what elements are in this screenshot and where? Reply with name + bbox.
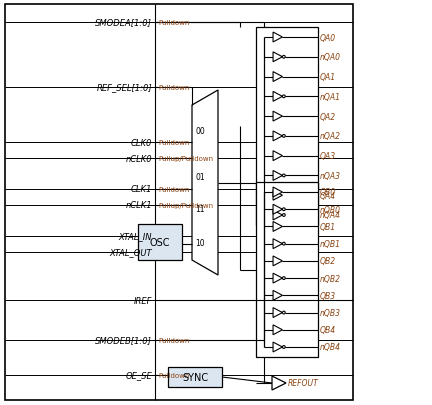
Text: CLK0: CLK0 (130, 138, 152, 147)
Text: QB0: QB0 (320, 188, 336, 197)
Polygon shape (273, 53, 283, 63)
Polygon shape (273, 342, 283, 352)
Text: OE_SE: OE_SE (125, 371, 152, 379)
Polygon shape (273, 291, 283, 301)
Text: nQB4: nQB4 (320, 343, 341, 352)
Text: QB1: QB1 (320, 222, 336, 231)
Polygon shape (273, 132, 283, 141)
Text: nQA3: nQA3 (320, 172, 341, 181)
Polygon shape (273, 325, 283, 335)
Text: REFOUT: REFOUT (288, 379, 319, 388)
Bar (5, 5, 353, 400)
Polygon shape (273, 273, 283, 283)
Text: Pullup/Pulldown: Pullup/Pulldown (158, 156, 213, 162)
Polygon shape (273, 151, 283, 161)
Text: OSC: OSC (150, 237, 170, 247)
Text: QA0: QA0 (320, 34, 336, 43)
Polygon shape (273, 191, 283, 200)
Text: nQA2: nQA2 (320, 132, 341, 141)
Text: QA3: QA3 (320, 152, 336, 161)
Text: QB4: QB4 (320, 326, 336, 335)
Text: Pulldown: Pulldown (158, 372, 189, 378)
Text: nQA0: nQA0 (320, 53, 341, 62)
Polygon shape (273, 33, 283, 43)
Text: 10: 10 (195, 239, 205, 248)
Text: QA1: QA1 (320, 73, 336, 82)
Bar (168, 367, 222, 387)
Polygon shape (273, 239, 283, 249)
Text: QB3: QB3 (320, 291, 336, 300)
Text: XTAL_OUT: XTAL_OUT (109, 248, 152, 257)
Text: QB2: QB2 (320, 257, 336, 266)
Text: SYNC: SYNC (182, 372, 208, 382)
Text: Pullup/Pulldown: Pullup/Pulldown (158, 202, 213, 209)
Text: SMODEA[1:0]: SMODEA[1:0] (95, 19, 152, 28)
Text: QA4: QA4 (320, 191, 336, 200)
Polygon shape (273, 72, 283, 82)
Polygon shape (192, 91, 218, 275)
Text: SMODEB[1:0]: SMODEB[1:0] (95, 336, 152, 345)
Text: nQA1: nQA1 (320, 93, 341, 102)
Text: CLK1: CLK1 (130, 185, 152, 194)
Polygon shape (273, 112, 283, 122)
Text: nCLK1: nCLK1 (125, 201, 152, 210)
Bar (256, 183, 318, 357)
Text: 01: 01 (195, 173, 205, 182)
Polygon shape (273, 92, 283, 102)
Text: XTAL_IN: XTAL_IN (118, 232, 152, 241)
Text: Pulldown: Pulldown (158, 337, 189, 343)
Text: QA2: QA2 (320, 112, 336, 122)
Polygon shape (273, 308, 283, 318)
Bar (256, 28, 318, 226)
Text: nQB3: nQB3 (320, 308, 341, 317)
Text: nQB0: nQB0 (320, 205, 341, 214)
Text: IREF: IREF (133, 296, 152, 305)
Polygon shape (273, 171, 283, 181)
Text: 11: 11 (195, 204, 204, 213)
Polygon shape (273, 222, 283, 232)
Text: Pulldown: Pulldown (158, 140, 189, 146)
Polygon shape (273, 211, 283, 220)
Text: Pulldown: Pulldown (158, 85, 189, 91)
Text: Pulldown: Pulldown (158, 20, 189, 26)
Text: nQB2: nQB2 (320, 274, 341, 283)
Polygon shape (273, 256, 283, 266)
Text: nQB1: nQB1 (320, 240, 341, 249)
Text: nQA4: nQA4 (320, 211, 341, 220)
Polygon shape (273, 205, 283, 215)
Text: 00: 00 (195, 126, 205, 135)
Polygon shape (272, 376, 286, 390)
Text: REF_SEL[1:0]: REF_SEL[1:0] (96, 83, 152, 92)
Text: Pulldown: Pulldown (158, 187, 189, 192)
Text: nCLK0: nCLK0 (125, 154, 152, 163)
Bar (138, 224, 182, 260)
Polygon shape (273, 188, 283, 198)
